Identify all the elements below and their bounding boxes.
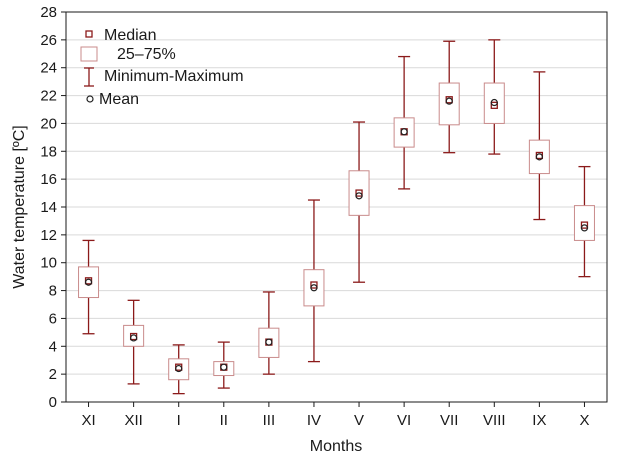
- y-tick-label: 20: [40, 115, 57, 132]
- y-tick-label: 6: [49, 310, 57, 327]
- legend-median-label: Median: [104, 27, 156, 44]
- x-axis-ticks: XI XII I II III IV V VI VII VIII IX X: [81, 402, 589, 429]
- legend-median-marker: [85, 30, 93, 38]
- box-II: [213, 341, 235, 389]
- mean-marker: [400, 128, 408, 136]
- x-axis-title: Months: [310, 438, 362, 455]
- x-tick-label: VI: [397, 412, 411, 429]
- y-tick-label: 18: [40, 143, 57, 160]
- x-tick-label: I: [177, 412, 181, 429]
- y-tick-label: 22: [40, 88, 57, 105]
- x-tick-label: X: [579, 412, 589, 429]
- y-tick-label: 24: [40, 60, 57, 77]
- mean-marker: [310, 284, 318, 292]
- y-tick-label: 16: [40, 171, 57, 188]
- x-tick-label: VII: [440, 412, 458, 429]
- x-tick-label: XI: [81, 412, 95, 429]
- x-tick-label: V: [354, 412, 364, 429]
- legend: Median 25–75% Minimum-Maximum Mean: [80, 27, 244, 108]
- y-tick-label: 14: [40, 199, 57, 216]
- x-tick-label: III: [263, 412, 276, 429]
- y-tick-label: 2: [49, 366, 57, 383]
- x-tick-label: XII: [124, 412, 142, 429]
- mean-marker: [580, 224, 589, 232]
- y-axis-title: Water temperature [ºC]: [11, 125, 28, 289]
- y-tick-label: 0: [49, 394, 57, 411]
- boxes-group: [78, 39, 595, 395]
- mean-marker: [490, 98, 498, 107]
- box-X: [573, 165, 595, 278]
- box-IV: [303, 199, 325, 363]
- x-tick-label: IV: [307, 412, 321, 429]
- y-tick-label: 4: [49, 338, 57, 355]
- y-tick-label: 12: [40, 227, 57, 244]
- box-VI: [393, 55, 415, 190]
- legend-mean-marker: [86, 95, 94, 103]
- x-tick-label: VIII: [483, 412, 506, 429]
- box-VIII: [483, 39, 505, 155]
- mean-marker: [265, 338, 273, 346]
- plot-frame: [65, 11, 608, 403]
- mean-marker: [535, 153, 543, 161]
- mean-marker: [355, 192, 363, 200]
- mean-marker: [175, 364, 183, 373]
- y-tick-label: 28: [40, 4, 57, 21]
- legend-whisker-label: Minimum-Maximum: [104, 68, 244, 85]
- legend-mean-label: Mean: [99, 91, 139, 108]
- box-I: [168, 344, 190, 395]
- x-tick-label: II: [220, 412, 228, 429]
- box-III: [258, 291, 280, 375]
- grid-lines: [66, 39, 607, 375]
- y-tick-label: 10: [40, 255, 57, 272]
- mean-marker: [445, 97, 453, 105]
- box-IX: [528, 71, 550, 221]
- mean-marker: [130, 334, 138, 342]
- box-XI: [78, 239, 100, 335]
- box-VII: [438, 40, 460, 154]
- mean-marker: [84, 278, 93, 286]
- box-XII: [123, 299, 145, 385]
- box-V: [348, 121, 370, 283]
- x-tick-label: IX: [532, 412, 546, 429]
- legend-box-label: 25–75%: [117, 46, 176, 63]
- mean-marker: [220, 363, 228, 371]
- y-tick-label: 26: [40, 32, 57, 49]
- legend-box-marker: [80, 46, 98, 62]
- y-tick-label: 8: [49, 283, 57, 300]
